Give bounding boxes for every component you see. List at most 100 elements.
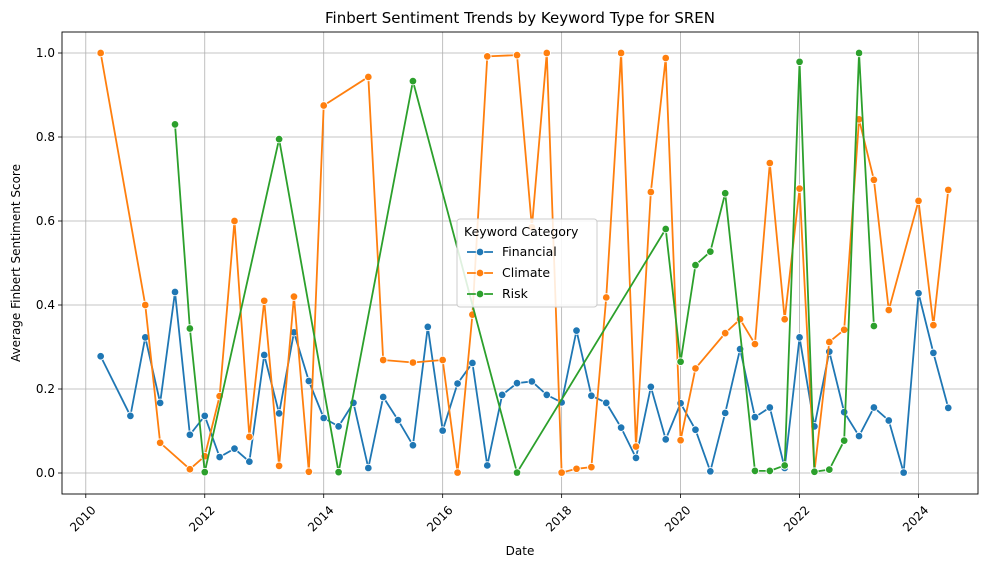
data-point-financial [497, 390, 507, 400]
data-point-financial [869, 403, 879, 412]
data-point-climate [364, 72, 373, 82]
data-point-climate [601, 293, 611, 302]
data-point-risk [408, 76, 418, 86]
y-tick-label: 0.8 [36, 130, 55, 144]
data-point-climate [408, 358, 418, 367]
data-point-climate [676, 435, 685, 445]
data-point-financial [215, 452, 224, 462]
chart-title: Finbert Sentiment Trends by Keyword Type… [325, 9, 715, 27]
data-point-risk [512, 468, 522, 477]
data-point-financial [646, 382, 656, 392]
data-point-financial [750, 412, 760, 422]
data-point-financial [96, 351, 105, 361]
data-point-climate [572, 464, 581, 474]
data-point-risk [795, 57, 804, 67]
legend-box [456, 218, 598, 308]
data-point-financial [765, 403, 775, 412]
data-point-financial [185, 430, 195, 440]
legend-label: Risk [502, 286, 529, 301]
data-point-financial [483, 461, 492, 470]
data-point-financial [944, 403, 953, 413]
data-point-financial [512, 378, 522, 388]
data-point-financial [661, 435, 670, 444]
data-point-financial [423, 322, 433, 332]
data-point-risk [780, 461, 789, 470]
legend-marker [475, 247, 485, 257]
data-point-financial [259, 350, 269, 360]
data-point-climate [96, 48, 105, 58]
data-point-climate [795, 184, 804, 193]
legend: Keyword Category Financial Climate Risk [456, 218, 598, 308]
data-point-risk [869, 321, 879, 331]
data-point-climate [631, 442, 641, 451]
data-point-climate [691, 364, 700, 373]
data-point-climate [884, 305, 894, 315]
data-point-climate [944, 185, 953, 195]
data-point-financial [364, 463, 373, 473]
data-point-climate [646, 187, 656, 197]
data-point-financial [468, 358, 477, 368]
legend-marker [475, 268, 485, 278]
data-point-financial [929, 348, 938, 358]
data-point-risk [170, 120, 180, 129]
data-point-financial [914, 288, 923, 298]
data-point-financial [408, 441, 418, 450]
data-point-risk [706, 247, 715, 256]
data-point-financial [676, 399, 685, 408]
data-point-financial [720, 408, 730, 418]
data-point-climate [245, 432, 254, 442]
legend-title: Keyword Category [464, 224, 579, 239]
x-axis-label: Date [506, 544, 535, 558]
series-financial [96, 287, 953, 477]
data-point-climate [542, 48, 552, 58]
data-point-financial [706, 467, 715, 476]
data-point-financial [527, 377, 537, 386]
data-point-climate [438, 355, 447, 365]
plot-frame [61, 31, 979, 495]
data-point-financial [438, 426, 447, 435]
data-point-risk [810, 467, 819, 476]
data-point-climate [839, 325, 849, 335]
y-axis-label: Average Finbert Sentiment Score [9, 164, 23, 362]
data-point-financial [170, 287, 180, 297]
data-point-financial [319, 413, 328, 423]
data-point-climate [869, 175, 879, 185]
data-point-financial [691, 425, 700, 434]
data-point-risk [274, 134, 284, 144]
data-point-risk [334, 467, 343, 477]
data-point-financial [304, 376, 314, 386]
data-point-climate [735, 315, 745, 324]
data-point-financial [884, 416, 894, 425]
data-point-climate [230, 216, 239, 226]
data-point-financial [587, 391, 596, 400]
data-point-financial [453, 379, 462, 388]
data-point-climate [616, 48, 626, 58]
data-point-financial [378, 392, 388, 402]
data-point-climate [289, 292, 299, 301]
legend-item-climate: Climate [467, 265, 550, 280]
y-tick-label: 0.6 [36, 214, 55, 228]
data-point-financial [393, 415, 403, 425]
data-point-climate [155, 438, 165, 448]
data-point-financial [795, 333, 804, 342]
data-point-financial [126, 411, 135, 421]
data-point-risk [765, 466, 775, 476]
data-point-climate [453, 468, 462, 477]
data-point-climate [825, 337, 834, 347]
data-point-climate [914, 196, 923, 206]
legend-item-risk: Risk [467, 286, 529, 301]
data-point-risk [661, 224, 670, 234]
data-point-financial [274, 409, 284, 418]
legend-label: Climate [502, 265, 550, 280]
y-tick-label: 0.2 [36, 382, 55, 396]
data-point-climate [765, 158, 775, 168]
legend-marker [475, 289, 485, 299]
data-point-risk [720, 189, 730, 198]
data-point-financial [899, 468, 908, 477]
data-point-risk [825, 465, 834, 474]
data-point-financial [616, 423, 626, 432]
data-point-climate [557, 468, 566, 477]
y-tick-label: 1.0 [36, 46, 55, 60]
data-point-climate [185, 464, 195, 474]
data-point-financial [601, 398, 611, 408]
